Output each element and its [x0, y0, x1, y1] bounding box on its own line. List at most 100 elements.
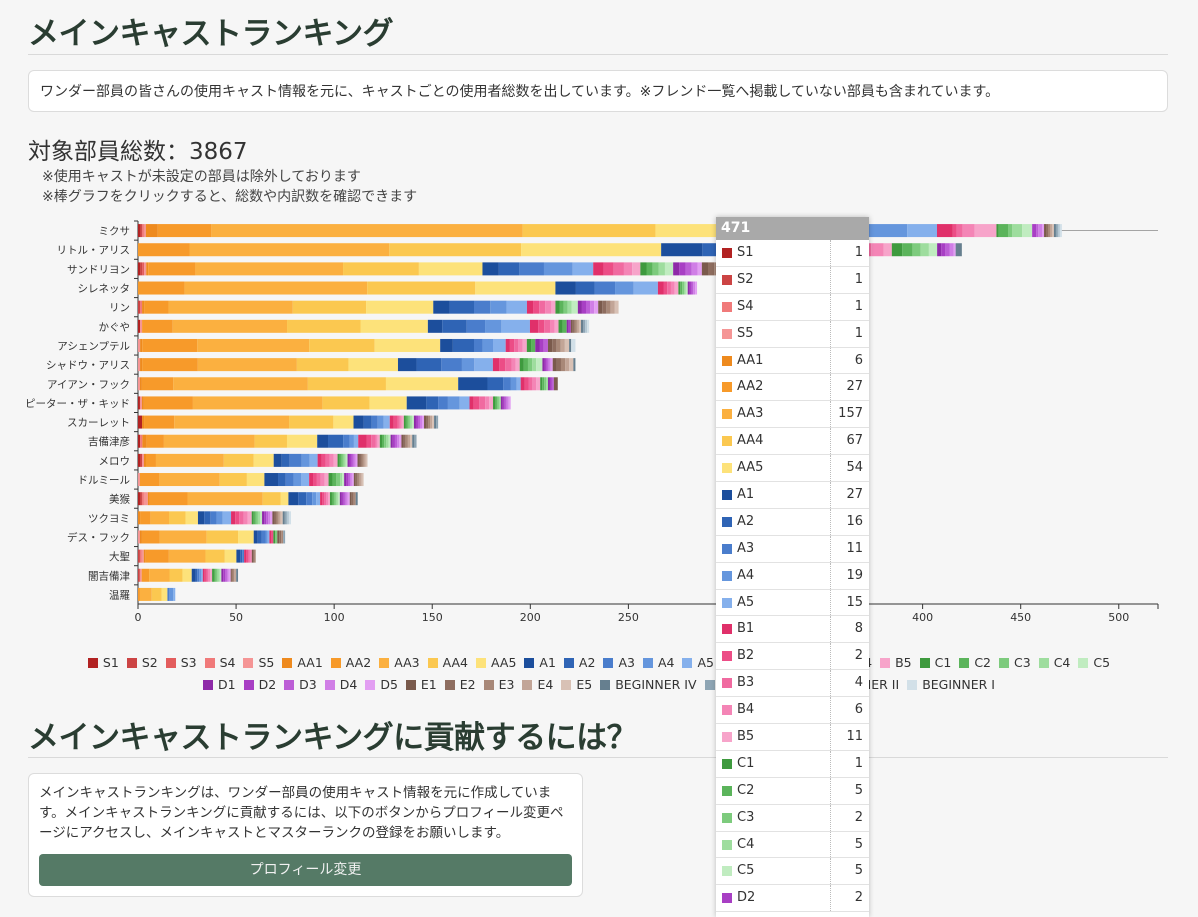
- legend-label: C2: [974, 655, 992, 670]
- bar-segment-e2: [556, 358, 561, 372]
- legend-label: D1: [218, 677, 236, 692]
- legend-item[interactable]: A1: [524, 652, 556, 674]
- bar-segment-aa4: [169, 511, 186, 525]
- bar-segment-aa2: [140, 511, 151, 525]
- legend-item[interactable]: A5: [682, 652, 714, 674]
- bar-segment-s5: [139, 568, 142, 582]
- bar-segment-s4: [141, 492, 144, 506]
- legend-item[interactable]: S2: [126, 652, 158, 674]
- bar-segment-c1: [212, 568, 214, 582]
- tooltip-separator: [830, 401, 831, 428]
- legend-item[interactable]: E4: [522, 674, 553, 696]
- bar-segment-d4: [349, 473, 352, 487]
- tooltip-count: 5: [854, 782, 863, 798]
- legend-item[interactable]: C5: [1078, 652, 1110, 674]
- bar-segment-c2: [902, 243, 913, 257]
- legend-item[interactable]: C1: [919, 652, 951, 674]
- bar-segment-b4: [518, 338, 523, 352]
- bar-segment-beginner-iii: [436, 415, 439, 429]
- bar-segment-a3: [473, 300, 491, 314]
- legend-item[interactable]: E5: [561, 674, 592, 696]
- legend-item[interactable]: AA3: [379, 652, 420, 674]
- bar-segment-b2: [603, 262, 614, 276]
- bar-segment-c4: [343, 453, 346, 467]
- bar-segment-s1: [138, 453, 140, 467]
- bar-segment-e4: [359, 473, 362, 487]
- tooltip-swatch: [722, 624, 732, 635]
- legend-item[interactable]: D1: [203, 674, 236, 696]
- bar-segment-s2: [139, 224, 142, 238]
- tooltip-separator: [830, 885, 831, 912]
- bar-segment-b2: [538, 319, 545, 333]
- bar-segment-s1: [138, 415, 143, 429]
- legend-item[interactable]: C4: [1038, 652, 1070, 674]
- legend-item[interactable]: D3: [284, 674, 317, 696]
- legend-label: AA1: [297, 655, 323, 670]
- tooltip-rank: AA3: [737, 406, 764, 422]
- bar-segment-beginner-ii: [286, 511, 289, 525]
- bar-segment-s5: [140, 319, 143, 333]
- bar-segment-e1: [357, 453, 360, 467]
- profile-edit-button[interactable]: プロフィール変更: [39, 854, 572, 886]
- legend-item[interactable]: D5: [365, 674, 398, 696]
- bar-segment-a1: [353, 415, 364, 429]
- legend-item[interactable]: S4: [204, 652, 235, 674]
- legend-item[interactable]: A3: [603, 652, 635, 674]
- bar-segment-a5: [222, 511, 232, 525]
- bar-segment-aa4: [254, 434, 287, 448]
- legend-item[interactable]: A2: [563, 652, 595, 674]
- bar-segment-s5: [141, 453, 144, 467]
- bar-segment-aa5: [182, 568, 192, 582]
- legend-swatch: [959, 658, 970, 668]
- legend-label: E4: [537, 677, 554, 692]
- legend-item[interactable]: AA5: [476, 652, 516, 674]
- legend-item[interactable]: AA1: [282, 652, 323, 674]
- tooltip-row: AA5 54: [716, 455, 869, 483]
- legend-item[interactable]: E3: [483, 674, 514, 696]
- bar-segment-b2: [499, 358, 506, 372]
- tooltip-separator: [830, 508, 831, 535]
- legend-item[interactable]: C3: [999, 652, 1031, 674]
- title-divider: [28, 54, 1168, 55]
- legend-item[interactable]: E2: [444, 674, 476, 696]
- tooltip-swatch: [722, 516, 732, 527]
- bar-segment-b2: [246, 549, 248, 563]
- x-tick-label: 100: [324, 611, 345, 624]
- tooltip-row: B4 6: [716, 697, 869, 725]
- bar-segment-b3: [397, 415, 400, 429]
- legend-item[interactable]: AA2: [330, 652, 371, 674]
- bar-segment-beginner-i: [288, 511, 291, 525]
- bar-segment-c5: [664, 262, 674, 276]
- legend-item[interactable]: S3: [165, 652, 197, 674]
- bar-segment-d3: [1036, 224, 1039, 238]
- tooltip-rank: S1: [737, 245, 754, 260]
- bar-segment-a4: [869, 224, 908, 238]
- legend-item[interactable]: D4: [324, 674, 357, 696]
- legend-item[interactable]: AA4: [427, 652, 468, 674]
- bar-segment-beginner-iii: [1055, 224, 1058, 238]
- tooltip-count: 2: [854, 648, 863, 664]
- legend-item[interactable]: S5: [243, 652, 274, 674]
- bar-segment-d2: [941, 243, 946, 257]
- bar-segment-d1: [347, 453, 350, 467]
- bar-segment-d2: [502, 396, 505, 410]
- tooltip-separator: [830, 320, 831, 347]
- bar-segment-aa3: [149, 568, 170, 582]
- legend-item[interactable]: S1: [87, 652, 119, 674]
- bar-segment-b2: [235, 511, 240, 525]
- legend-item[interactable]: D2: [243, 674, 276, 696]
- legend-item[interactable]: A4: [642, 652, 674, 674]
- bar-segment-b1: [202, 568, 205, 582]
- bar-segment-c1: [678, 281, 681, 295]
- legend-item[interactable]: BEGINNER I: [907, 674, 995, 696]
- bar-segment-s3: [142, 262, 145, 276]
- legend-item[interactable]: E1: [405, 674, 437, 696]
- tooltip-swatch: [722, 893, 732, 904]
- cast-ranking-chart[interactable]: 050100150200250300350400450500ミクサリトル・アリス…: [0, 0, 1198, 652]
- tooltip-swatch: [722, 732, 732, 743]
- legend-item[interactable]: BEGINNER IV: [600, 674, 697, 696]
- bar-segment-c1: [526, 338, 532, 352]
- legend-item[interactable]: B5: [880, 652, 912, 674]
- legend-item[interactable]: C2: [959, 652, 991, 674]
- legend-swatch: [1038, 658, 1049, 668]
